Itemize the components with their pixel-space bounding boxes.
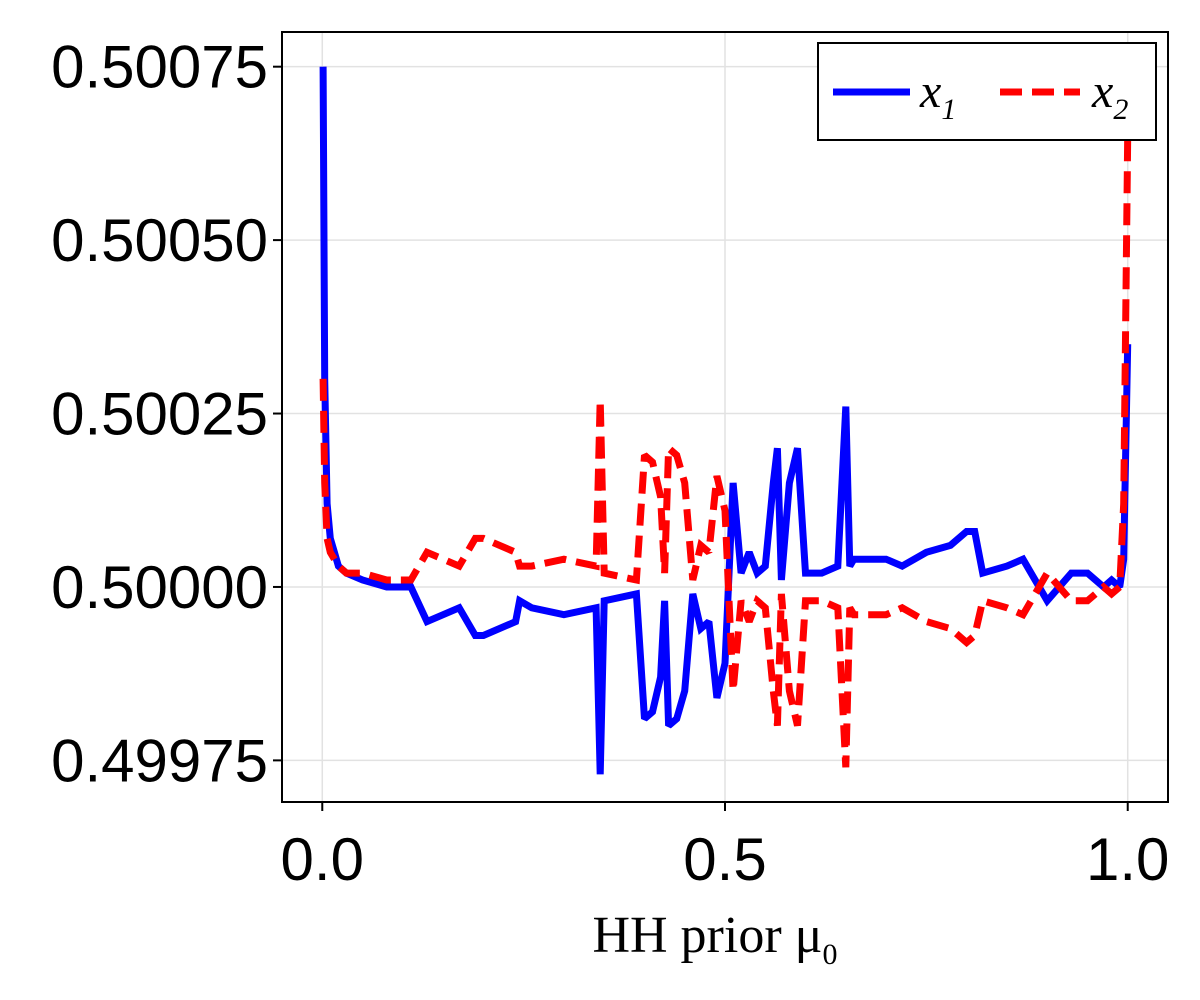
- x-axis-title: HH prior μ0: [592, 907, 837, 971]
- y-tick-label: 0.50075: [51, 34, 268, 101]
- tick-marks: [273, 65, 1129, 811]
- series-layer: [319, 66, 1132, 775]
- legend-label-x1: x1: [919, 65, 956, 126]
- y-tick-label: 0.50000: [51, 554, 268, 621]
- y-tick-label: 0.50025: [51, 381, 268, 448]
- legend-box: [817, 42, 1157, 141]
- legend-label-x1-subscript: 1: [941, 93, 956, 126]
- legend: x1 x2: [817, 42, 1157, 141]
- x-axis-title-subscript: 0: [823, 938, 838, 971]
- x-tick-label: 1.0: [1086, 826, 1169, 893]
- grid-lines: [282, 32, 1168, 802]
- series-line-x1: [319, 66, 1132, 775]
- y-tick-label: 0.50050: [51, 207, 268, 274]
- legend-label-x2-subscript: 2: [1113, 93, 1128, 126]
- legend-label-x2-name: x: [1091, 65, 1113, 118]
- x-tick-label: 0.5: [683, 826, 766, 893]
- tick-labels: 0.0 0.5 1.0 0.49975 0.50000 0.50025 0.50050 0.5…: [51, 34, 1169, 893]
- x-tick-label: 0.0: [281, 826, 364, 893]
- series-line-x2: [319, 136, 1132, 768]
- legend-label-x1-name: x: [919, 65, 941, 118]
- x-axis-title-text: HH prior μ: [592, 907, 822, 964]
- legend-label-x2: x2: [1091, 65, 1128, 126]
- y-tick-label: 0.49975: [51, 727, 268, 794]
